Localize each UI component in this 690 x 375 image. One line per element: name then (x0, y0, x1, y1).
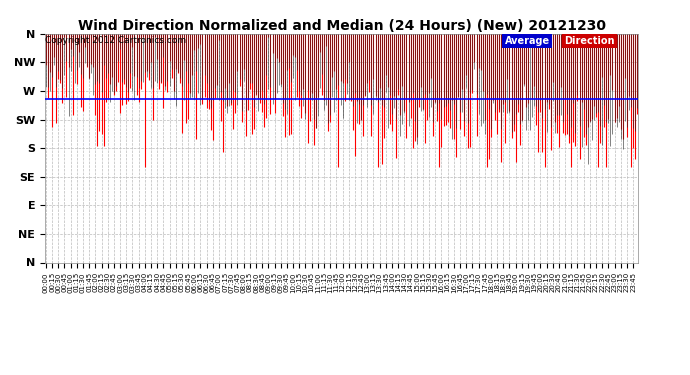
Text: Direction: Direction (564, 36, 615, 46)
Text: Copyright 2012 Cartronics.com: Copyright 2012 Cartronics.com (45, 36, 186, 45)
Text: Average: Average (505, 36, 550, 46)
Title: Wind Direction Normalized and Median (24 Hours) (New) 20121230: Wind Direction Normalized and Median (24… (77, 19, 606, 33)
